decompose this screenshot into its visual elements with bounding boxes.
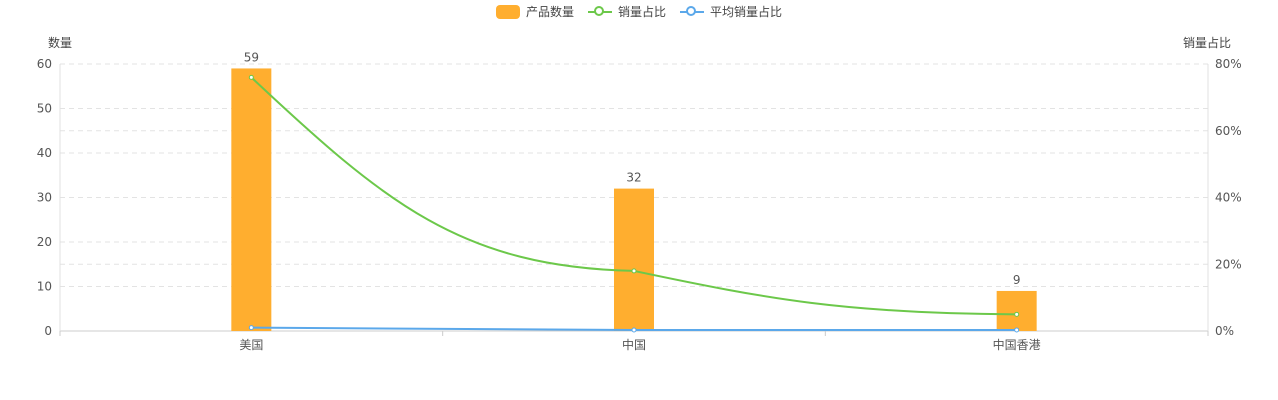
legend-item-line2[interactable]: 平均销量占比 — [680, 3, 782, 20]
legend-item-line1[interactable]: 销量占比 — [587, 3, 666, 20]
right-axis-name: 销量占比 — [1183, 36, 1232, 50]
sales-share-line-point — [1014, 311, 1020, 317]
legend-bar-swatch — [495, 4, 520, 19]
avg-sales-share-line-point — [1014, 327, 1020, 333]
sales-share-line-point — [631, 268, 637, 274]
x-tick-label: 中国香港 — [993, 337, 1041, 352]
right-tick-label: 60% — [1215, 124, 1242, 138]
legend-line2-label: 平均销量占比 — [710, 5, 783, 19]
right-tick-label: 40% — [1215, 191, 1242, 205]
bar — [996, 290, 1037, 331]
bar-data-label: 59 — [244, 50, 259, 64]
bar — [231, 68, 272, 331]
right-tick-label: 80% — [1215, 57, 1242, 71]
bar-data-label: 9 — [1013, 273, 1021, 287]
left-tick-label: 20 — [37, 235, 52, 249]
avg-sales-share-line-point — [631, 327, 637, 333]
legend-line2-swatch — [680, 5, 704, 19]
right-tick-label: 0% — [1215, 324, 1234, 338]
bar-data-label: 32 — [626, 171, 641, 185]
left-axis-name: 数量 — [48, 36, 73, 50]
legend-item-bar[interactable]: 产品数量 — [495, 3, 574, 20]
left-tick-label: 10 — [37, 280, 52, 294]
legend-bar-label: 产品数量 — [525, 5, 574, 19]
right-tick-label: 20% — [1215, 257, 1242, 271]
left-tick-label: 50 — [37, 102, 52, 116]
x-tick-label: 中国 — [622, 337, 646, 352]
left-tick-label: 30 — [37, 191, 52, 205]
legend-line1-label: 销量占比 — [617, 5, 666, 19]
x-tick-label: 美国 — [239, 338, 263, 352]
chart-legend: 产品数量 销量占比 平均销量占比 — [0, 3, 1278, 20]
bar — [614, 188, 654, 331]
left-tick-label: 0 — [44, 324, 52, 338]
legend-line1-swatch — [587, 5, 612, 19]
sales-share-line-point — [248, 74, 254, 80]
left-tick-label: 40 — [37, 146, 52, 160]
left-tick-label: 60 — [37, 57, 52, 71]
avg-sales-share-line-point — [248, 325, 254, 331]
